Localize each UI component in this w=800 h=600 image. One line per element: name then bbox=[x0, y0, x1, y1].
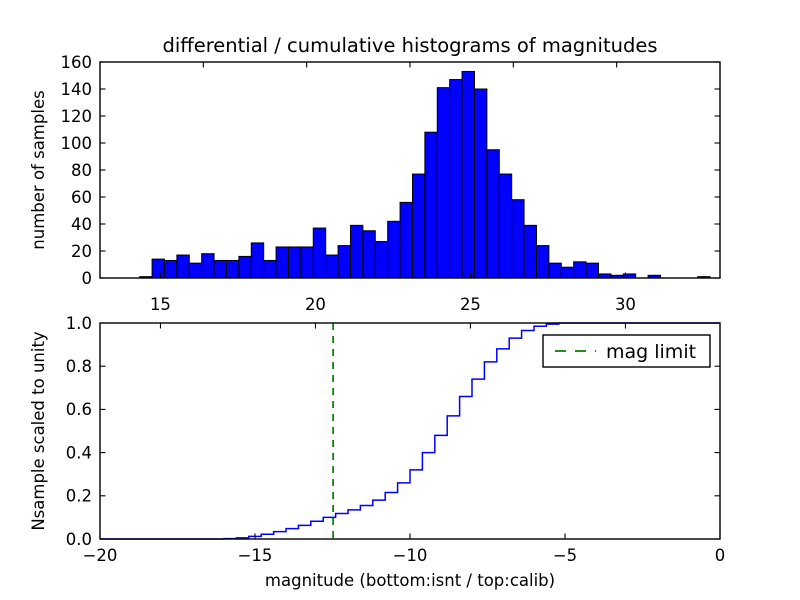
histogram-bar bbox=[225, 259, 240, 279]
top-plot-ytick-label: 120 bbox=[61, 107, 93, 126]
histogram-bar bbox=[374, 241, 389, 279]
histogram-bar bbox=[275, 246, 289, 279]
histogram-bar bbox=[387, 220, 401, 279]
bottom-plot-xtick-label: −15 bbox=[238, 546, 273, 565]
top-plot-xtick-label: 20 bbox=[305, 295, 326, 314]
bottom-plot-xtick-label: 0 bbox=[715, 546, 726, 565]
histogram-bar bbox=[250, 242, 265, 279]
bottom-plot-xtick-label: −5 bbox=[553, 546, 577, 565]
top-plot-ytick-label: 140 bbox=[61, 80, 93, 99]
top-plot-ytick-label: 160 bbox=[61, 53, 93, 72]
histogram-bar bbox=[411, 173, 426, 279]
axes-ticks bbox=[99, 61, 721, 540]
bottom-plot-ytick-label: 0.6 bbox=[66, 400, 92, 419]
histogram-bar bbox=[163, 259, 178, 279]
histogram-bar bbox=[337, 245, 351, 279]
histogram-bar bbox=[486, 149, 500, 279]
bottom-plot-ytick-label: 1.0 bbox=[66, 314, 92, 333]
histogram-bar bbox=[213, 259, 227, 279]
histogram-bar bbox=[585, 262, 599, 279]
histogram-bar bbox=[312, 227, 327, 279]
histogram-bar bbox=[573, 261, 587, 279]
top-histogram-bars bbox=[139, 70, 711, 279]
histogram-bar bbox=[151, 258, 165, 279]
histogram-bar bbox=[424, 131, 438, 279]
histogram-bar bbox=[548, 262, 562, 279]
legend-label: mag limit bbox=[606, 341, 696, 363]
histogram-bar bbox=[176, 254, 190, 279]
top-plot-xtick-label: 15 bbox=[150, 295, 171, 314]
histogram-bar bbox=[560, 266, 575, 279]
legend-box bbox=[542, 334, 711, 368]
histogram-bar bbox=[188, 262, 203, 279]
histogram-bar bbox=[287, 246, 302, 279]
histogram-bar bbox=[498, 173, 513, 279]
bottom-plot-ytick-label: 0.8 bbox=[66, 357, 92, 376]
histogram-bar bbox=[535, 245, 550, 279]
bottom-plot-ytick-label: 0.4 bbox=[66, 443, 92, 462]
histogram-bar bbox=[523, 224, 537, 279]
top-plot-ytick-label: 20 bbox=[71, 242, 92, 261]
figure-title: differential / cumulative histograms of … bbox=[162, 34, 657, 57]
bottom-xlabel: magnitude (bottom:isnt / top:calib) bbox=[265, 571, 555, 590]
histogram-bar bbox=[461, 70, 475, 279]
tick-labels: 0 20 40 60 80 100 120 140 160 15 20 25 30 0.0 0.2 0.4 0.… bbox=[61, 53, 726, 565]
histogram-bar bbox=[449, 79, 463, 279]
histogram-bar bbox=[399, 201, 413, 279]
top-plot-ytick-label: 0 bbox=[82, 269, 93, 288]
histogram-bar bbox=[349, 224, 364, 279]
top-plot-xtick-label: 25 bbox=[460, 295, 481, 314]
bottom-ylabel: Nsample scaled to unity bbox=[29, 331, 48, 531]
legend-group bbox=[542, 334, 711, 368]
top-plot-ytick-label: 100 bbox=[61, 134, 93, 153]
histogram-bar bbox=[362, 230, 376, 279]
histogram-bar bbox=[263, 259, 277, 279]
histogram-bar bbox=[325, 254, 339, 279]
histogram-bar bbox=[473, 88, 488, 279]
histogram-bar bbox=[238, 255, 252, 279]
histogram-bar bbox=[300, 246, 314, 279]
bottom-plot-ytick-label: 0.2 bbox=[66, 487, 92, 506]
top-plot-ytick-label: 80 bbox=[71, 161, 92, 180]
bottom-plot-ytick-label: 0.0 bbox=[66, 530, 92, 549]
top-plot-ytick-label: 40 bbox=[71, 215, 92, 234]
histogram-bar bbox=[201, 253, 215, 279]
bottom-plot-xtick-label: −10 bbox=[393, 546, 428, 565]
top-plot-ytick-label: 60 bbox=[71, 188, 92, 207]
bottom-plot-xtick-label: −20 bbox=[83, 546, 118, 565]
top-ylabel: number of samples bbox=[29, 90, 48, 249]
histogram-bar bbox=[436, 87, 451, 279]
histogram-bar bbox=[511, 199, 525, 279]
top-plot-xtick-label: 30 bbox=[615, 295, 636, 314]
